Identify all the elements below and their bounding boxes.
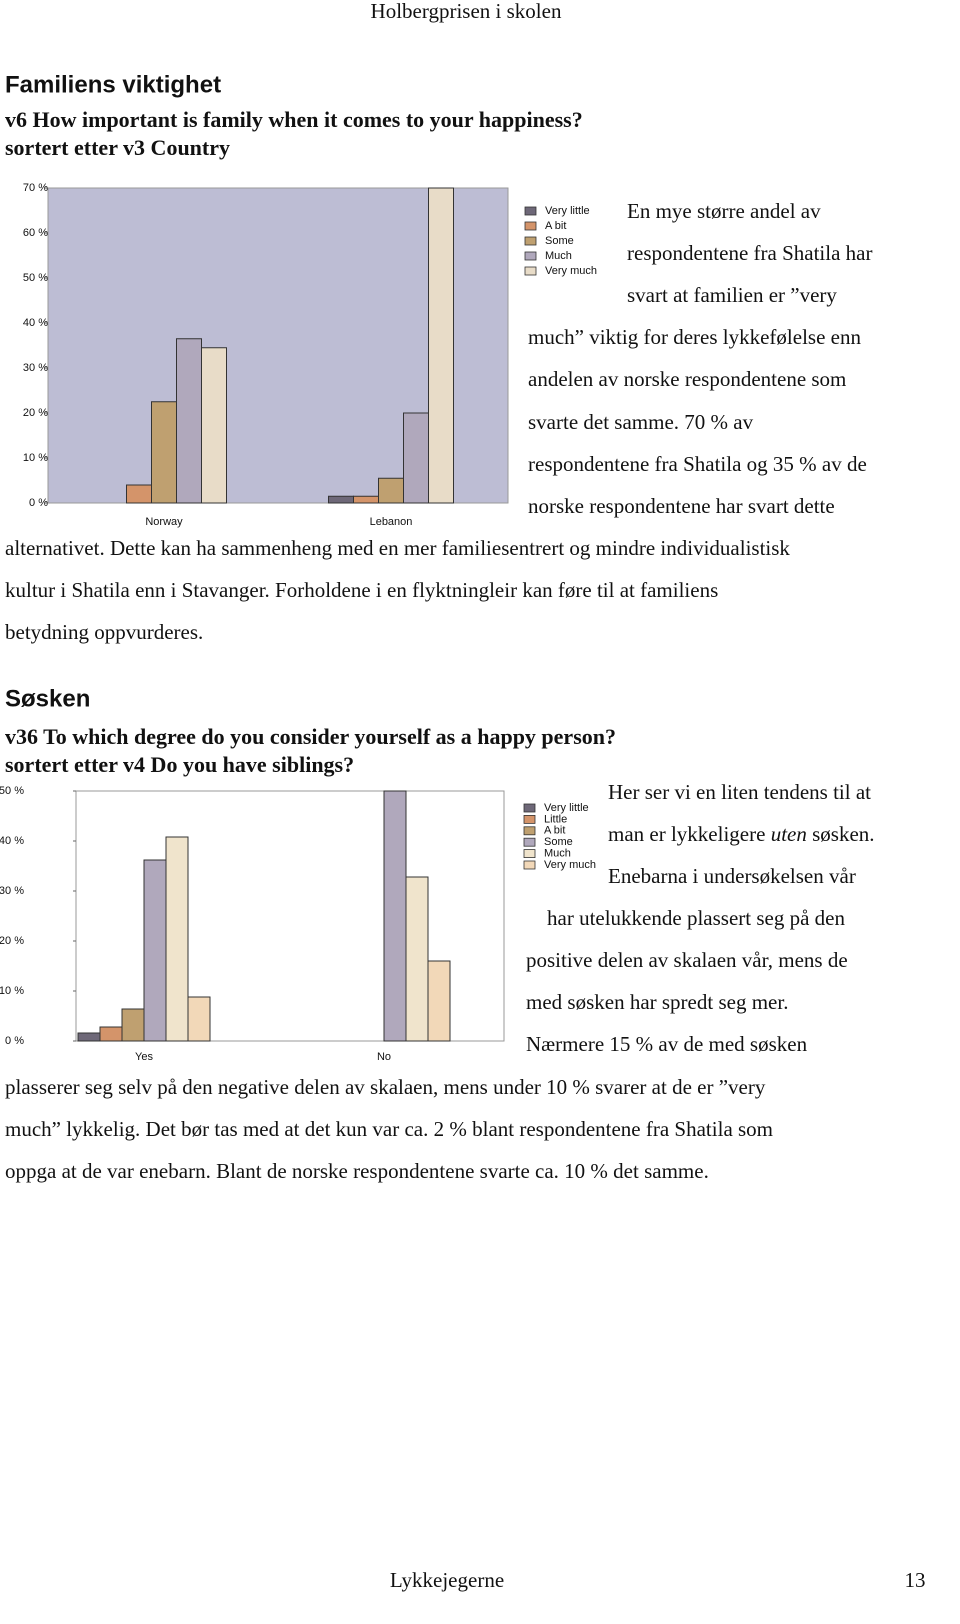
y-tick-label: 10 % <box>23 452 48 464</box>
legend-swatch <box>524 251 537 261</box>
legend-label: Very much <box>544 859 596 871</box>
legend-label: Very little <box>544 802 589 814</box>
bar <box>143 859 167 1042</box>
bar <box>353 495 379 504</box>
bar <box>151 401 177 504</box>
body-text: much” lykkelig. Det bør tas med at det k… <box>5 1117 773 1141</box>
body-text: har utelukkende plassert seg på den <box>547 906 845 930</box>
legend-swatch <box>524 236 537 246</box>
bar <box>403 412 429 504</box>
y-tick-label: 30 % <box>0 885 24 897</box>
body-text: andelen av norske respondentene som <box>528 367 846 391</box>
body-text: norske respondentene har svart dette <box>528 494 835 518</box>
y-tick-label: 20 % <box>23 407 48 419</box>
legend-label: Some <box>544 836 573 848</box>
y-tick-label: 60 % <box>23 227 48 239</box>
section-heading: Søsken <box>5 685 90 712</box>
body-text: Nærmere 15 % av de med søsken <box>526 1032 808 1056</box>
bar <box>99 1026 123 1042</box>
y-tick-label: 20 % <box>0 935 24 947</box>
page-header: Holbergprisen i skolen <box>371 0 562 23</box>
y-tick-label: 30 % <box>23 362 48 374</box>
legend-swatch <box>523 826 536 836</box>
x-tick-label: Norway <box>145 516 183 528</box>
legend-swatch <box>523 815 536 824</box>
legend-label: Some <box>545 235 574 247</box>
y-tick-label: 50 % <box>23 272 48 284</box>
bar <box>383 790 407 1042</box>
y-tick-label: 10 % <box>0 985 24 997</box>
footer-title: Lykkejegerne <box>390 1568 504 1592</box>
legend-label: Very much <box>545 265 597 277</box>
y-tick-label: 70 % <box>23 182 48 194</box>
chart-subtitle: sortert etter v3 Country <box>5 135 230 160</box>
bar <box>328 495 354 504</box>
x-tick-label: Lebanon <box>370 516 413 528</box>
x-tick-label: Yes <box>135 1051 153 1063</box>
text-run: man er lykkeligere <box>608 822 771 846</box>
legend-swatch <box>524 266 537 276</box>
page-number: 13 <box>905 1568 926 1592</box>
body-text: En mye større andel av <box>627 199 821 223</box>
legend-swatch <box>523 837 536 847</box>
legend-swatch <box>523 849 536 858</box>
y-tick-label: 0 % <box>5 1035 24 1047</box>
legend-label: Very little <box>545 205 590 217</box>
legend-label: A bit <box>544 825 565 837</box>
body-text: positive delen av skalaen vår, mens de <box>526 948 848 972</box>
chart-subtitle: sortert etter v4 Do you have siblings? <box>5 752 354 777</box>
text-run: søsken. <box>807 822 875 846</box>
body-text: svarte det samme. 70 % av <box>528 410 754 434</box>
body-text: oppga at de var enebarn. Blant de norske… <box>5 1159 709 1183</box>
bar <box>165 836 189 1042</box>
bar <box>428 187 454 504</box>
legend-label: A bit <box>545 220 566 232</box>
section-heading: Familiens viktighet <box>5 71 221 98</box>
bar <box>77 1032 101 1042</box>
legend-swatch <box>524 221 537 231</box>
bar <box>378 477 404 504</box>
body-text: svart at familien er ”very <box>627 283 837 307</box>
bar <box>427 960 451 1042</box>
body-text: betydning oppvurderes. <box>5 620 203 644</box>
body-text: respondentene fra Shatila har <box>627 241 872 265</box>
chart-title: v36 To which degree do you consider your… <box>5 724 616 749</box>
body-text: med søsken har spredt seg mer. <box>526 990 788 1014</box>
legend-label: Much <box>545 250 572 262</box>
bar <box>176 338 202 504</box>
legend-swatch <box>523 860 536 870</box>
body-text: respondentene fra Shatila og 35 % av de <box>528 452 867 476</box>
legend-swatch <box>523 803 536 813</box>
bar <box>187 996 211 1042</box>
body-text: much” viktig for deres lykkefølelse enn <box>528 325 861 349</box>
legend-label: Little <box>544 813 567 825</box>
legend-label: Much <box>544 848 571 860</box>
bar <box>126 484 152 504</box>
body-text: alternativet. Dette kan ha sammenheng me… <box>5 536 790 560</box>
body-text: Her ser vi en liten tendens til at <box>608 780 871 804</box>
body-text: kultur i Shatila enn i Stavanger. Forhol… <box>5 578 718 602</box>
y-tick-label: 0 % <box>29 497 48 509</box>
bar <box>201 347 227 504</box>
y-tick-label: 50 % <box>0 785 24 797</box>
bar <box>121 1008 145 1042</box>
y-tick-label: 40 % <box>23 317 48 329</box>
body-text: Enebarna i undersøkelsen vår <box>608 864 856 888</box>
legend-swatch <box>524 206 537 216</box>
body-text: plasserer seg selv på den negative delen… <box>5 1075 766 1099</box>
bar <box>405 876 429 1042</box>
chart-title: v6 How important is family when it comes… <box>5 107 583 132</box>
y-tick-label: 40 % <box>0 835 24 847</box>
text-run: uten <box>771 822 807 846</box>
body-text: man er lykkeligere uten søsken. <box>608 822 875 846</box>
x-tick-label: No <box>377 1051 391 1063</box>
